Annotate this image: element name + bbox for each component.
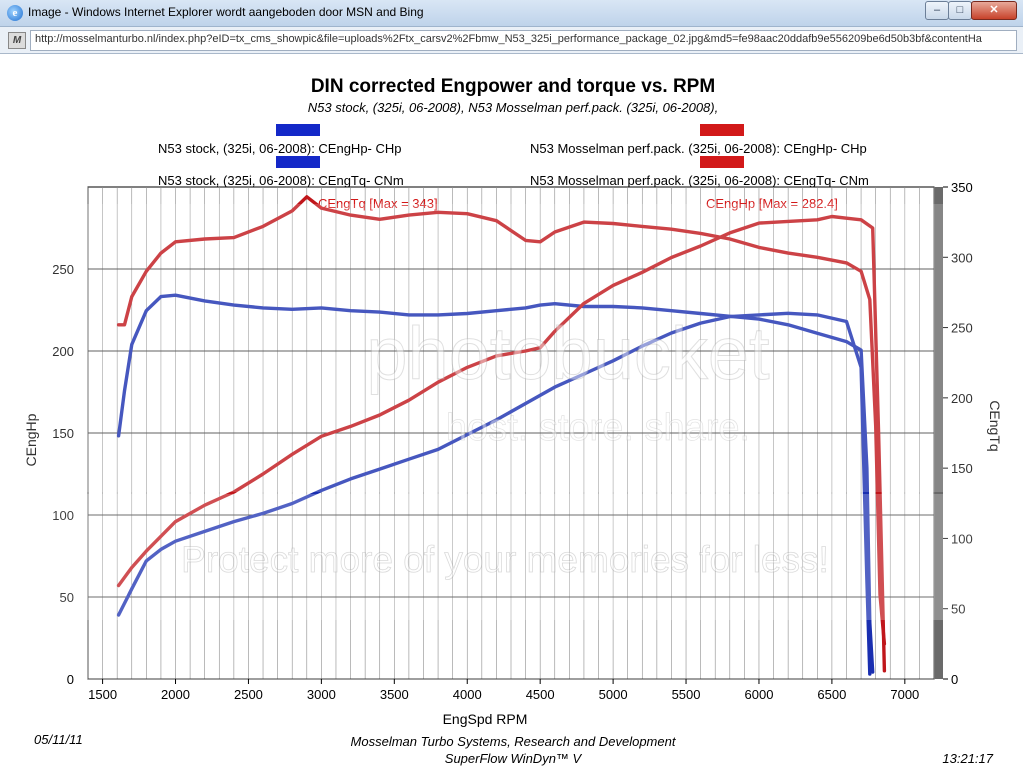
minimize-button[interactable]: – [925,1,949,20]
dyno-chart: DIN corrected Engpower and torque vs. RP… [8,76,1015,766]
x-tick-label: 2000 [161,687,190,702]
ie-icon: e [7,5,23,21]
series-line-2 [116,214,887,673]
legend-label-mossel-tq: N53 Mosselman perf.pack. (325i, 06-2008)… [530,173,869,188]
x-tick-label: 5000 [599,687,628,702]
footer-time: 13:21:17 [942,751,993,766]
watermark-tagline: host. store. share. [446,407,750,449]
x-tick-label: 7000 [890,687,919,702]
y-axis-label-right: CEngTq [987,400,1003,451]
series-line-0 [116,311,872,676]
address-url: http://mosselmanturbo.nl/index.php?eID=t… [35,33,982,45]
footer-software: SuperFlow WinDyn™ V [445,751,583,766]
series-line-3 [116,195,887,646]
maximize-button[interactable]: □ [948,1,972,20]
y-right-tick-label: 150 [951,461,973,476]
page-icon: M [8,32,26,49]
address-bar: M http://mosselmanturbo.nl/index.php?eID… [0,27,1023,54]
y-left-tick-label: 150 [52,426,74,441]
x-tick-label: 3500 [380,687,409,702]
y-right-tick-label: 200 [951,391,973,406]
x-axis-label: EngSpd RPM [443,711,528,727]
chart-title: DIN corrected Engpower and torque vs. RP… [311,76,715,97]
y-right-tick-label: 300 [951,250,973,265]
x-tick-label: 4000 [453,687,482,702]
annotation-max-power: CEngHp [Max = 282.4] [706,196,838,211]
legend-swatch-stock-hp [276,124,320,136]
x-tick-label: 5500 [672,687,701,702]
legend-swatch-mossel-hp [700,124,744,136]
watermark-promo: Protect more of your memories for less! [181,539,829,580]
y-axis-label-left: CEngHp [23,413,39,466]
chart-subtitle: N53 stock, (325i, 06-2008), N53 Mosselma… [308,100,718,115]
x-tick-label: 6000 [745,687,774,702]
window-titlebar: e Image - Windows Internet Explorer word… [0,0,1023,27]
y-right-tick-label: 100 [951,531,973,546]
legend-label-stock-hp: N53 stock, (325i, 06-2008): CEngHp- CHp [158,141,402,156]
legend-label-stock-tq: N53 stock, (325i, 06-2008): CEngTq- CNm [158,173,404,188]
footer-date: 05/11/11 [34,732,83,747]
y-right-tick-label: 350 [951,180,973,195]
close-button[interactable]: ✕ [971,1,1017,20]
footer-company: Mosselman Turbo Systems, Research and De… [351,734,677,749]
y-left-tick-label: 250 [52,262,74,277]
chart-area: DIN corrected Engpower and torque vs. RP… [8,54,1015,774]
y-right-tick-label: 50 [951,602,965,617]
x-tick-label: 2500 [234,687,263,702]
address-input[interactable]: http://mosselmanturbo.nl/index.php?eID=t… [30,30,1017,51]
watermark-brand: photobucket [366,312,770,395]
y-left-tick-label: 200 [52,344,74,359]
legend-label-mossel-hp: N53 Mosselman perf.pack. (325i, 06-2008)… [530,141,867,156]
x-tick-label: 6500 [817,687,846,702]
legend-swatch-mossel-tq [700,156,744,168]
y-left-tick-label: 100 [52,508,74,523]
x-tick-label: 3000 [307,687,336,702]
right-axis-bar [934,187,943,679]
watermark: photobucket host. store. share. Protect … [8,204,1015,620]
annotation-max-torque: CEngTq [Max = 343] [318,196,438,211]
y-right-tick-label: 250 [951,321,973,336]
y-left-tick-label: 50 [60,590,74,605]
legend-swatch-stock-tq [276,156,320,168]
y-right-tick-label: 0 [951,672,958,687]
plot-region: 1500 2000 2500 3000 3500 4000 4500 5000 5500 6000… [52,180,972,702]
y-left-tick-label: 0 [67,672,74,687]
x-tick-label: 1500 [88,687,117,702]
series-line-1 [116,293,875,674]
window-title: Image - Windows Internet Explorer wordt … [28,5,424,19]
x-tick-label: 4500 [526,687,555,702]
